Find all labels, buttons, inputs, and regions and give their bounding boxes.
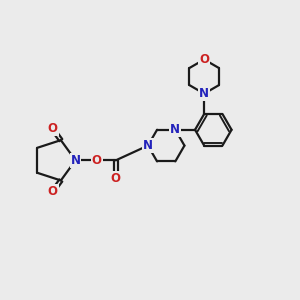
Text: N: N xyxy=(170,123,180,136)
Text: O: O xyxy=(48,185,58,198)
Text: O: O xyxy=(111,172,121,185)
Text: O: O xyxy=(199,53,209,66)
Text: N: N xyxy=(143,139,153,152)
Text: N: N xyxy=(70,154,80,167)
Text: O: O xyxy=(92,154,102,167)
Text: N: N xyxy=(199,87,209,100)
Text: O: O xyxy=(48,122,58,136)
